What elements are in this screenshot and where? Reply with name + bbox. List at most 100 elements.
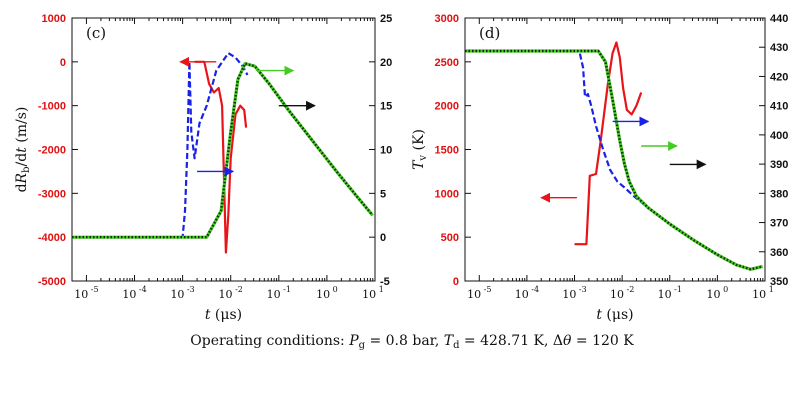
y-left-tick-label: 0 bbox=[60, 57, 66, 69]
caption-td-sub: d bbox=[453, 340, 460, 351]
y-left-tick-label: 2500 bbox=[435, 57, 459, 69]
caption-td-symbol: T bbox=[444, 333, 455, 349]
series-green bbox=[465, 49, 763, 271]
y-right-tick-label: 410 bbox=[770, 101, 788, 113]
y-right-tick-label: 430 bbox=[770, 42, 788, 54]
figure-caption: Operating conditions: Pg = 0.8 bar, Td =… bbox=[190, 333, 634, 351]
x-tick-exponent: 0 bbox=[330, 285, 338, 294]
x-tick-exponent: -2 bbox=[233, 285, 243, 294]
y-left-tick-label: 0 bbox=[453, 276, 459, 288]
x-tick-label: 10 -5 bbox=[467, 285, 491, 301]
x-tick-exponent: 1 bbox=[766, 285, 774, 294]
x-tick-base: 10 bbox=[74, 288, 88, 301]
caption-td-val: = 428.71 K, Δ bbox=[459, 333, 563, 349]
x-tick-exponent: -2 bbox=[624, 285, 634, 294]
y-left-tick-label: -3000 bbox=[38, 188, 66, 200]
x-tick-base: 10 bbox=[316, 288, 330, 301]
plot-frame bbox=[464, 17, 766, 282]
caption-theta-val: = 120 K bbox=[571, 333, 634, 349]
x-tick-exponent: -1 bbox=[672, 285, 682, 294]
panel-c: 10 -5 10 -4 10 -3 10 -2 10 -1 10 0 10 110000-1… bbox=[14, 13, 392, 323]
x-tick-exponent: -1 bbox=[281, 285, 291, 294]
y-left-tick-label: -5000 bbox=[38, 276, 66, 288]
x-tick-base: 10 bbox=[122, 288, 136, 301]
y-label-unit: (K) bbox=[411, 129, 427, 155]
x-tick-base: 10 bbox=[752, 288, 766, 301]
y-label-t: T bbox=[411, 159, 427, 170]
y-left-tick-label: 500 bbox=[441, 232, 459, 244]
panel-label: (d) bbox=[479, 24, 500, 42]
series-rb bbox=[72, 52, 249, 239]
y-left-tick-label: 3000 bbox=[435, 13, 459, 25]
x-tick-base: 10 bbox=[219, 288, 233, 301]
x-tick-label: 10 1 bbox=[362, 285, 384, 301]
caption-prefix: Operating conditions: bbox=[190, 333, 349, 349]
y-left-tick-label: -1000 bbox=[38, 101, 66, 113]
series-drb-dt bbox=[194, 60, 248, 254]
caption-theta: θ bbox=[563, 333, 572, 349]
x-tick-exponent: -4 bbox=[136, 285, 146, 294]
x-tick-exponent: -5 bbox=[481, 285, 491, 294]
x-tick-label: 10 -3 bbox=[170, 285, 194, 301]
y-right-tick-label: 360 bbox=[770, 247, 788, 259]
x-tick-exponent: -3 bbox=[576, 285, 586, 294]
y-left-tick-label: 1000 bbox=[42, 13, 66, 25]
x-tick-exponent: -3 bbox=[184, 285, 194, 294]
caption-pg-val: = 0.8 bar, bbox=[365, 333, 444, 349]
x-tick-label: 10 -1 bbox=[267, 285, 291, 301]
x-tick-label: 10 0 bbox=[316, 285, 338, 301]
y-label-r: R bbox=[14, 172, 30, 184]
y-axis-label: Tv (K) bbox=[411, 129, 429, 170]
x-tick-base: 10 bbox=[610, 288, 624, 301]
series-black-dotted bbox=[465, 49, 763, 271]
x-tick-base: 10 bbox=[515, 288, 529, 301]
y-right-tick-label: 20 bbox=[380, 57, 392, 69]
x-tick-exponent: -4 bbox=[529, 285, 539, 294]
series-tv bbox=[574, 41, 643, 246]
x-tick-base: 10 bbox=[267, 288, 281, 301]
x-tick-label: 10 -5 bbox=[74, 285, 98, 301]
y-right-tick-label: 25 bbox=[380, 13, 392, 25]
series-black-dotted bbox=[72, 62, 374, 239]
y-label-unit: (m/s) bbox=[14, 107, 30, 148]
y-left-tick-label: 1000 bbox=[435, 188, 459, 200]
x-tick-label: 10 1 bbox=[752, 285, 774, 301]
y-left-tick-label: 2000 bbox=[435, 101, 459, 113]
y-label-t: t bbox=[14, 147, 30, 153]
x-tick-label: 10 -2 bbox=[219, 285, 243, 301]
x-tick-base: 10 bbox=[707, 288, 721, 301]
x-axis-label: t (μs) bbox=[205, 307, 242, 323]
x-tick-label: 10 -3 bbox=[562, 285, 586, 301]
x-tick-label: 10 -2 bbox=[610, 285, 634, 301]
y-right-tick-label: 350 bbox=[770, 276, 788, 288]
panel-d: 10 -5 10 -4 10 -3 10 -2 10 -1 10 0 10 13000250… bbox=[411, 13, 788, 323]
y-label-sub: v bbox=[418, 155, 429, 162]
y-left-tick-label: 1500 bbox=[435, 145, 459, 157]
y-label-slash: /d bbox=[14, 153, 30, 167]
x-tick-label: 10 0 bbox=[707, 285, 729, 301]
caption-pg-symbol: P bbox=[348, 333, 359, 349]
x-tick-exponent: 1 bbox=[376, 285, 384, 294]
x-tick-base: 10 bbox=[362, 288, 376, 301]
y-right-tick-label: 390 bbox=[770, 159, 788, 171]
y-right-tick-label: 15 bbox=[380, 101, 392, 113]
y-left-tick-label: -4000 bbox=[38, 232, 66, 244]
y-right-tick-label: 440 bbox=[770, 13, 788, 25]
x-tick-label: 10 -1 bbox=[658, 285, 682, 301]
x-tick-label: 10 -4 bbox=[122, 285, 146, 301]
y-axis-label: dRb/dt (m/s) bbox=[14, 107, 32, 193]
x-axis-label: t (μs) bbox=[596, 307, 633, 323]
series-blue bbox=[465, 49, 763, 271]
y-left-tick-label: -2000 bbox=[38, 145, 66, 157]
y-right-tick-label: -5 bbox=[380, 276, 390, 288]
y-right-tick-label: 380 bbox=[770, 188, 788, 200]
x-tick-base: 10 bbox=[658, 288, 672, 301]
y-right-tick-label: 0 bbox=[380, 232, 386, 244]
caption-pg-sub: g bbox=[359, 340, 366, 351]
x-tick-label: 10 -4 bbox=[515, 285, 539, 301]
x-axis-unit: (μs) bbox=[210, 307, 242, 323]
y-right-tick-label: 420 bbox=[770, 71, 788, 83]
y-right-tick-label: 5 bbox=[380, 188, 386, 200]
y-label-d: d bbox=[14, 183, 30, 192]
